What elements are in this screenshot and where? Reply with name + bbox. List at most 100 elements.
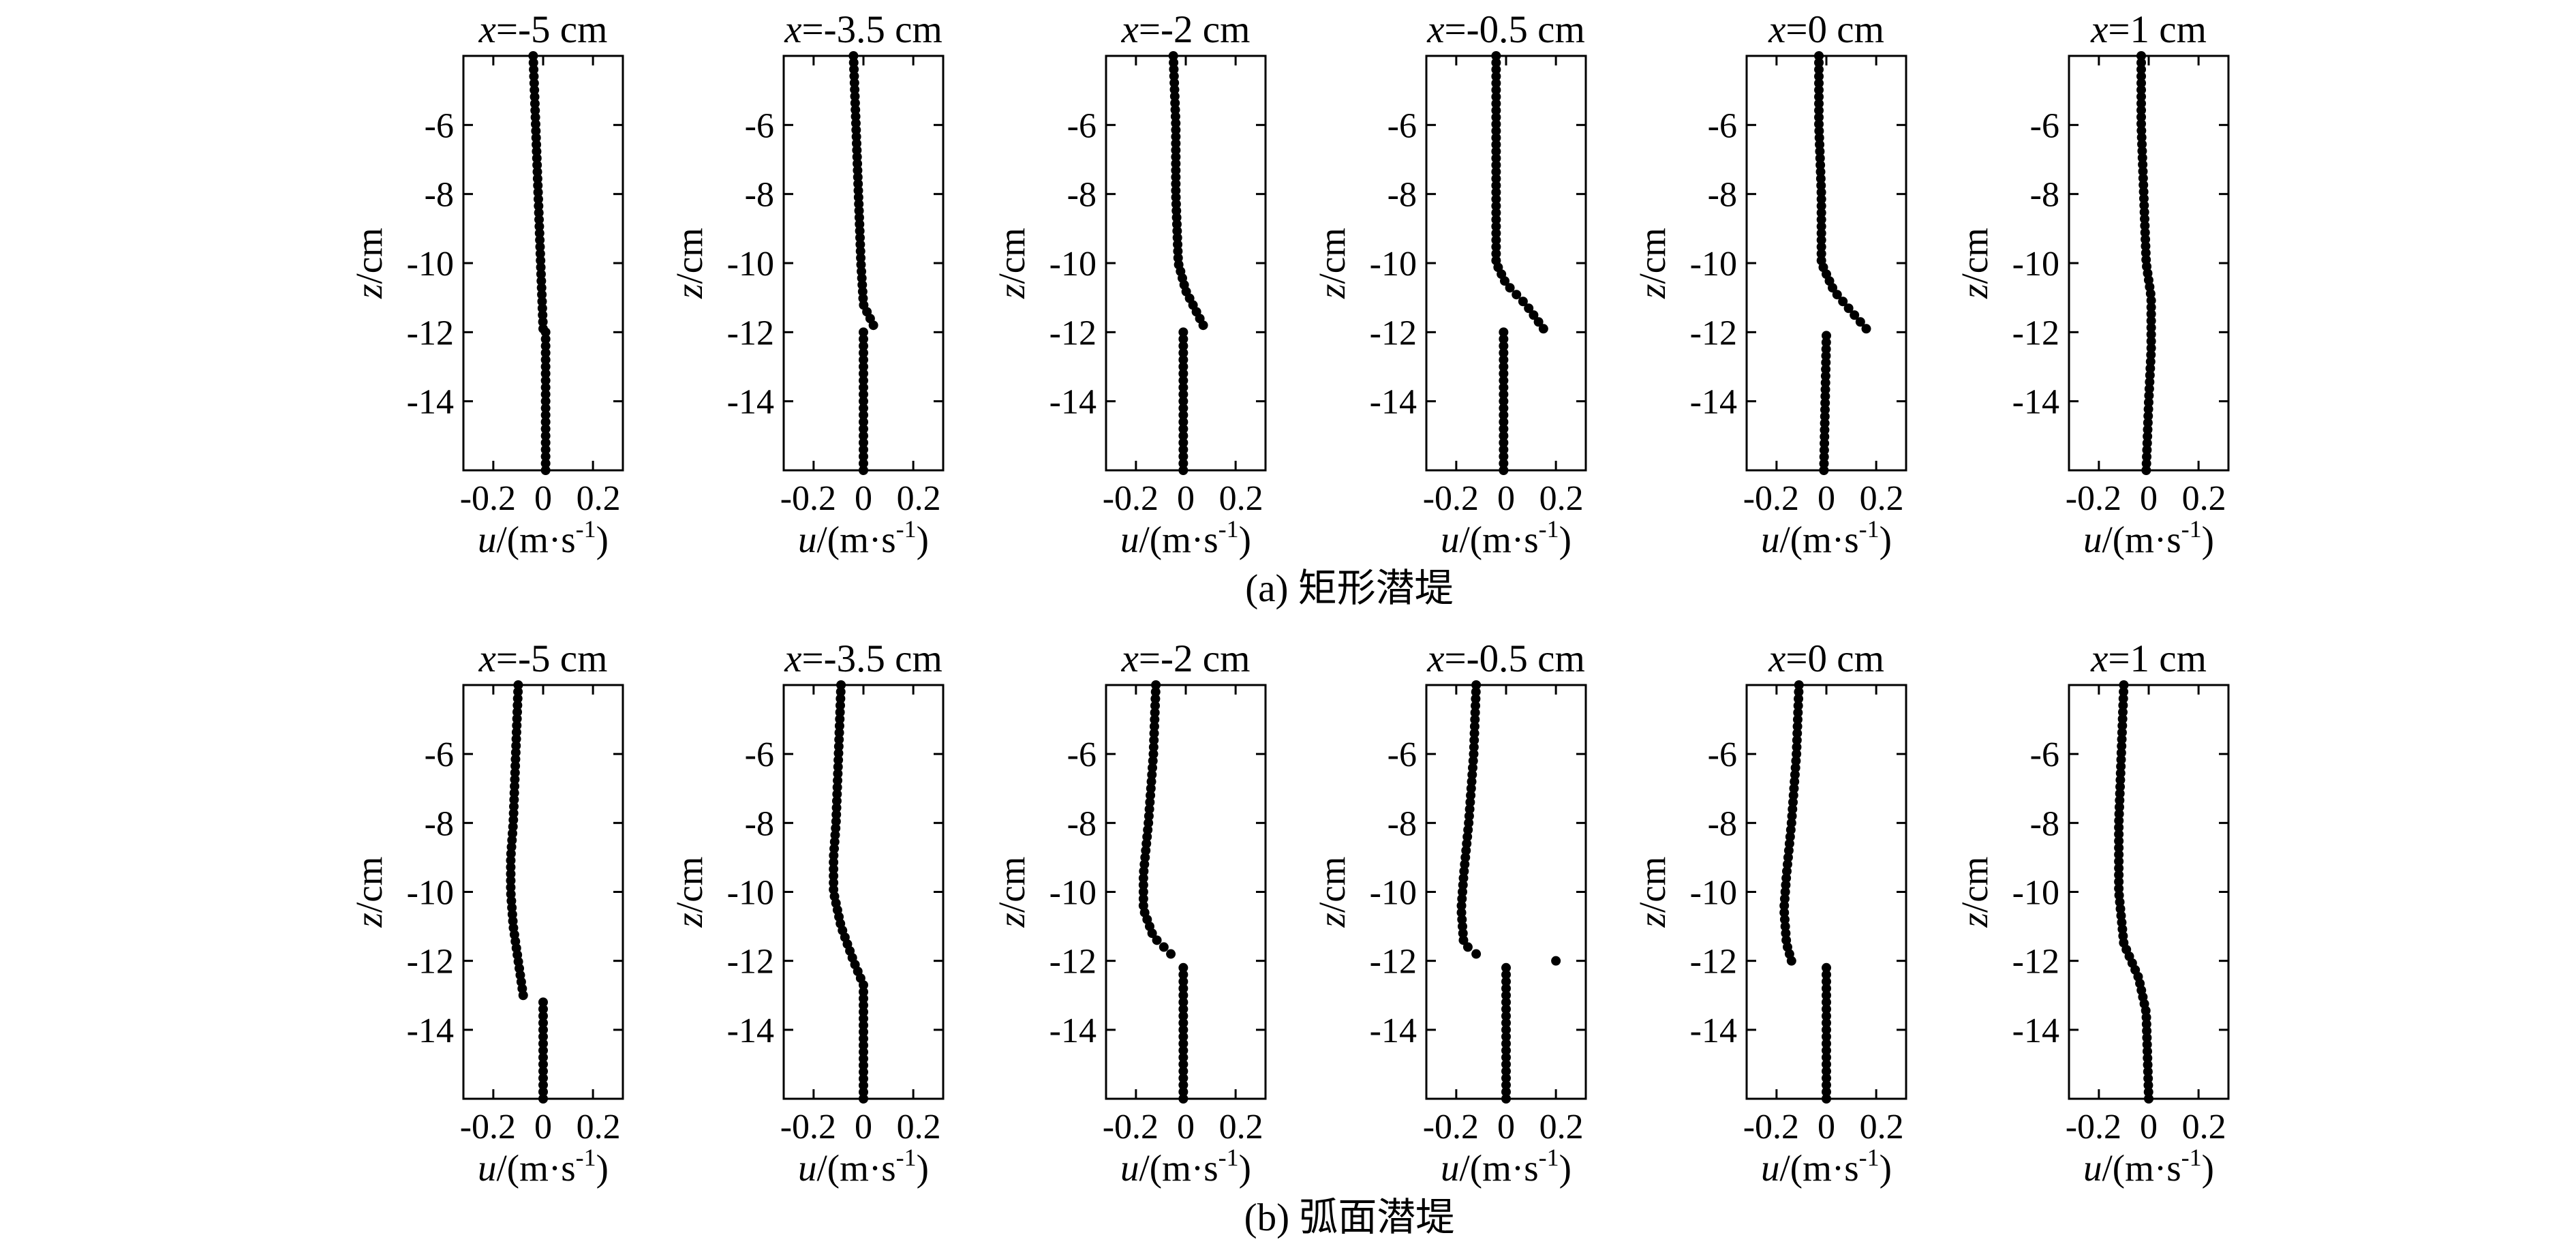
data-point	[1792, 721, 1803, 731]
data-point	[1491, 133, 1501, 143]
panel-title-value: =0 cm	[1785, 637, 1884, 680]
data-point	[2136, 51, 2147, 61]
data-point	[1462, 942, 1473, 952]
data-point	[1198, 320, 1208, 331]
panel-title-var: x	[2090, 637, 2108, 680]
data-point	[1816, 187, 1826, 198]
y-axis-label-unit: /cm	[669, 228, 710, 284]
x-axis-label: u/(m·s-1)	[1120, 515, 1251, 560]
data-point	[1512, 290, 1522, 300]
data-point	[1781, 866, 1792, 877]
data-point	[1822, 1052, 1831, 1063]
x-axis-label-var: u	[2083, 519, 2102, 560]
data-point	[1491, 140, 1501, 150]
data-point	[1822, 990, 1831, 1001]
data-point	[1471, 680, 1482, 690]
data-point	[532, 174, 542, 184]
y-tick-label: -12	[1370, 943, 1417, 982]
data-point	[536, 256, 546, 266]
y-axis-label-var: z	[348, 913, 390, 928]
panel-title-var: x	[1121, 637, 1139, 680]
data-point	[1178, 984, 1189, 994]
y-axis-label-unit: /cm	[1631, 228, 1673, 284]
data-point	[1814, 119, 1824, 130]
data-point	[2145, 370, 2155, 380]
x-tick-label: -0.2	[2066, 479, 2121, 518]
data-point	[532, 147, 542, 157]
data-point	[508, 815, 519, 825]
y-axis-label-var: z	[991, 913, 1032, 928]
data-point	[538, 1094, 548, 1104]
data-point	[2114, 883, 2124, 894]
data-point	[1171, 132, 1181, 142]
data-point	[2142, 445, 2152, 455]
panel-title-value: =-5 cm	[496, 8, 608, 51]
x-axis-label-var: u	[2083, 1147, 2102, 1189]
panel-title: x=-3.5 cm	[784, 8, 942, 51]
data-point	[1816, 249, 1826, 259]
data-point	[532, 140, 542, 150]
data-point	[1819, 466, 1829, 475]
data-point	[1464, 818, 1474, 828]
data-point	[540, 410, 551, 420]
data-point	[512, 720, 522, 731]
data-point	[1499, 376, 1509, 386]
data-point	[1790, 770, 1800, 780]
data-point	[1139, 860, 1150, 870]
data-point	[1469, 735, 1479, 745]
x-axis-label-exponent: -1	[2181, 1144, 2202, 1171]
data-point	[855, 226, 865, 236]
data-point	[853, 172, 863, 182]
data-point	[1141, 838, 1152, 849]
data-point	[1499, 276, 1509, 286]
y-axis-label: z/cm	[1311, 857, 1353, 928]
data-point	[518, 990, 528, 1001]
data-point	[1779, 894, 1790, 904]
data-point	[1144, 804, 1154, 815]
data-point	[2141, 466, 2151, 475]
data-point	[528, 58, 538, 68]
data-point	[1791, 756, 1801, 766]
data-point	[2139, 207, 2149, 217]
data-point	[508, 808, 519, 819]
data-point	[859, 389, 868, 399]
data-point	[1171, 213, 1182, 223]
y-tick-label: -10	[1370, 874, 1417, 913]
data-point	[1822, 997, 1831, 1007]
data-point	[1178, 382, 1189, 393]
data-point	[1499, 444, 1509, 455]
y-axis-label-unit: /cm	[669, 857, 710, 913]
y-tick-label: -14	[407, 1012, 454, 1050]
data-point	[1816, 242, 1826, 252]
data-point	[1822, 1094, 1831, 1104]
x-tick-label: -0.2	[780, 1108, 836, 1146]
data-point	[859, 396, 868, 406]
data-point	[538, 1046, 548, 1056]
x-axis-label-close: )	[1880, 519, 1892, 560]
data-point	[1783, 852, 1793, 862]
x-axis-label-close: )	[1880, 1147, 1892, 1189]
x-axis-label-close: )	[596, 1147, 609, 1189]
data-point	[540, 396, 551, 406]
x-tick-label: 0	[1497, 479, 1515, 518]
data-point	[1149, 721, 1159, 731]
data-point	[2119, 686, 2129, 697]
data-point	[536, 276, 547, 286]
data-point	[859, 1067, 868, 1077]
data-point	[859, 424, 868, 434]
data-point	[540, 376, 551, 386]
data-point	[1821, 351, 1831, 361]
data-point	[1820, 405, 1830, 415]
data-point	[848, 51, 859, 61]
data-point	[1793, 701, 1803, 711]
data-point	[1501, 1094, 1511, 1104]
data-point	[540, 362, 551, 371]
data-point	[1178, 354, 1189, 365]
data-point	[1499, 396, 1509, 406]
x-axis-label-var: u	[1120, 1147, 1139, 1189]
data-point	[1461, 845, 1471, 855]
data-point	[1178, 977, 1189, 987]
data-point	[833, 742, 844, 752]
data-point	[1458, 922, 1468, 932]
data-point	[829, 871, 839, 881]
